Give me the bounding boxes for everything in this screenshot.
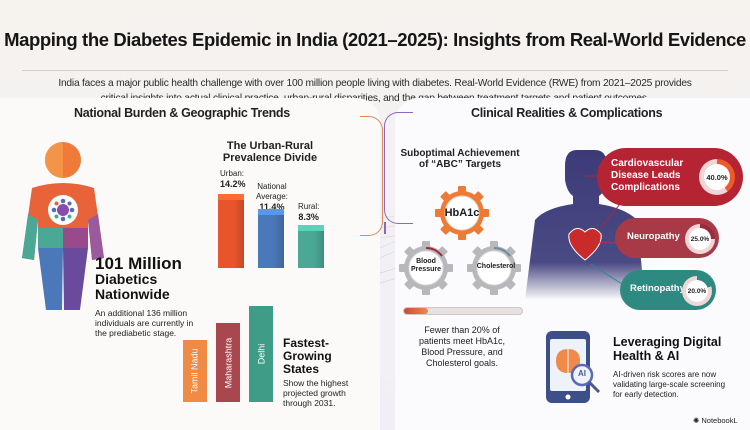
title-divider (22, 70, 728, 71)
state-bar: Tamil Nadu (183, 340, 207, 402)
abc-title-line-1: Suboptimal Achievement (400, 148, 520, 159)
headline-line-3: Nationwide (95, 286, 170, 302)
abc-desc-line-3: Blood Pressure, and (421, 347, 503, 357)
gear-bp-line-1: Blood (416, 258, 436, 265)
state-bar: Maharashtra (216, 323, 240, 402)
digital-title-line-2: Health & AI (613, 349, 680, 363)
national-label-line-1: National (257, 182, 287, 191)
rural-bar (298, 225, 324, 268)
cardio-label: Cardiovascular Disease Leads Complicatio… (611, 158, 683, 194)
digital-desc-line-1: AI-driven risk scores are now (613, 370, 717, 379)
urban-value: 14.2% (220, 179, 246, 189)
states-title-line-2: Growing (283, 349, 332, 363)
neuropathy-value: 25.0% (689, 228, 711, 250)
digital-desc-line-2: validating large-scale screening (613, 380, 726, 389)
retinopathy-pill: Retinopathy 20.0% (620, 270, 716, 310)
rural-value: 8.3% (298, 212, 319, 222)
connector-line (384, 222, 386, 234)
state-bars: Tamil Nadu Maharashtra Delhi (183, 306, 275, 402)
urban-label: Urban: 14.2% (220, 169, 246, 189)
state-bar-label: Maharashtra (223, 337, 233, 388)
national-label-line-2: Average: (256, 192, 288, 201)
neuropathy-pill: Neuropathy 25.0% (615, 218, 719, 258)
rural-label: Rural: 8.3% (298, 202, 319, 222)
states-title-line-3: States (283, 362, 320, 376)
retinopathy-donut: 20.0% (682, 276, 712, 306)
digital-title: Leveraging Digital Health & AI (613, 335, 721, 363)
national-bar (258, 209, 284, 268)
cardio-value: 40.0% (704, 164, 730, 190)
prevalence-bars (218, 190, 328, 268)
states-description: Show the highest projected growth throug… (283, 378, 348, 408)
gear-cholesterol-label: Cholesterol (476, 263, 516, 270)
cardio-line-1: Cardiovascular (611, 158, 684, 169)
headline-line-2: Diabetics (95, 271, 158, 287)
cardio-line-3: Complications (611, 182, 680, 193)
gear-blood-pressure-icon (399, 241, 453, 295)
digital-title-line-1: Leveraging Digital (613, 335, 722, 349)
gear-bp-label: Blood Pressure (406, 258, 446, 274)
state-bar-label: Delhi (255, 343, 266, 365)
headline-stat: 101 Million Diabetics Nationwide (95, 254, 182, 302)
abc-title: Suboptimal Achievement of “ABC” Targets (400, 148, 520, 170)
abc-progress-bar (403, 307, 523, 315)
intro-line-2: critical insights into actual clinical p… (100, 93, 650, 104)
prediabetes-description: An additional 136 million individuals ar… (95, 308, 193, 338)
abc-desc-line-1: Fewer than 20% of (424, 325, 500, 335)
phone-ai-icon (546, 331, 601, 403)
headline-line-1: 101 Million (95, 254, 182, 273)
intro-line-1: India faces a major public health challe… (58, 78, 692, 89)
states-desc-line-2: projected growth (283, 388, 346, 398)
notebook-logo-icon: ✺ (693, 416, 702, 425)
retinopathy-label: Retinopathy (630, 283, 685, 294)
national-label: National Average: 11.4% (256, 182, 288, 212)
national-value: 11.4% (259, 202, 285, 212)
neuropathy-label: Neuropathy (627, 231, 680, 242)
gear-hba1c-icon (435, 186, 489, 240)
retinopathy-value: 20.0% (686, 280, 708, 302)
abc-desc-line-2: patients meet HbA1c, (418, 336, 506, 346)
cardiovascular-pill: Cardiovascular Disease Leads Complicatio… (597, 148, 743, 206)
page-title: Mapping the Diabetes Epidemic in India (… (4, 29, 746, 50)
left-connector (360, 116, 383, 236)
rural-label-text: Rural: (298, 202, 320, 211)
cardio-donut: 40.0% (699, 159, 735, 195)
digital-description: AI-driven risk scores are now validating… (613, 370, 725, 400)
prediabetes-line-3: the prediabetic stage. (95, 328, 177, 338)
intro-text: India faces a major public health challe… (20, 76, 730, 106)
right-section-title: Clinical Realities & Complications (471, 106, 663, 120)
prediabetes-line-1: An additional 136 million (95, 308, 188, 318)
gear-cholesterol-icon (467, 241, 521, 295)
abc-gears (399, 186, 521, 295)
states-title: Fastest- Growing States (283, 337, 332, 376)
urban-bar (218, 194, 244, 268)
footer-brand: ✺ NotebookL (693, 416, 738, 425)
prevalence-title-line-2: Prevalence Divide (222, 152, 318, 164)
ai-badge: AI (578, 369, 586, 378)
prevalence-title-line-1: The Urban-Rural (226, 140, 314, 152)
gear-hba1c-label: HbA1c (444, 207, 480, 219)
states-desc-line-3: through 2031. (283, 398, 336, 408)
state-bar: Delhi (249, 306, 273, 402)
footer-brand-text: NotebookL (701, 416, 738, 425)
neuropathy-donut: 25.0% (685, 224, 715, 254)
urban-label-text: Urban: (220, 169, 245, 178)
abc-desc-line-4: Cholesterol goals. (425, 358, 499, 368)
right-connector (384, 112, 413, 224)
abc-description: Fewer than 20% of patients meet HbA1c, B… (400, 325, 524, 369)
states-desc-line-1: Show the highest (283, 378, 349, 388)
states-title-line-1: Fastest- (283, 336, 330, 350)
left-section-title: National Burden & Geographic Trends (74, 106, 290, 120)
human-figure-icon (22, 142, 104, 310)
digital-desc-line-3: for early detection. (613, 390, 679, 399)
abc-title-line-2: of “ABC” Targets (418, 159, 502, 170)
prevalence-title: The Urban-Rural Prevalence Divide (210, 140, 330, 164)
abc-progress-fill (404, 308, 428, 314)
cardio-line-2: Disease Leads (611, 170, 681, 181)
prediabetes-line-2: individuals are currently in (95, 318, 194, 328)
state-bar-label: Tamil Nadu (190, 348, 200, 394)
gear-bp-line-2: Pressure (411, 266, 441, 273)
